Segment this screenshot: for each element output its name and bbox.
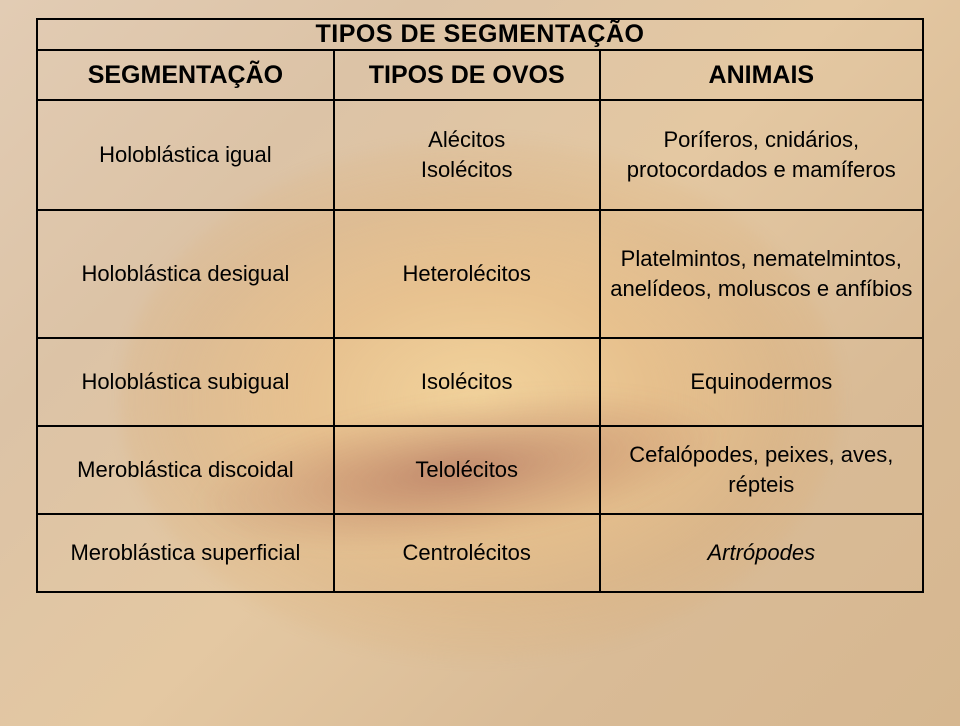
cell-ovos: Isolécitos: [334, 338, 600, 426]
cell-animais: Equinodermos: [600, 338, 923, 426]
table-row: Holoblástica subigual Isolécitos Equinod…: [37, 338, 923, 426]
cell-ovos: AlécitosIsolécitos: [334, 100, 600, 210]
table-row: Holoblástica desigual Heterolécitos Plat…: [37, 210, 923, 338]
cell-animais: Artrópodes: [600, 514, 923, 592]
cell-ovos: Centrolécitos: [334, 514, 600, 592]
cell-ovos: Heterolécitos: [334, 210, 600, 338]
cell-segmentacao: Holoblástica igual: [37, 100, 334, 210]
table-row: Meroblástica discoidal Telolécitos Cefal…: [37, 426, 923, 514]
segmentation-types-table: TIPOS DE SEGMENTAÇÃO SEGMENTAÇÃO TIPOS D…: [36, 18, 924, 593]
table-row: Meroblástica superficial Centrolécitos A…: [37, 514, 923, 592]
cell-animais: Cefalópodes, peixes, aves, répteis: [600, 426, 923, 514]
cell-ovos: Telolécitos: [334, 426, 600, 514]
header-segmentacao: SEGMENTAÇÃO: [37, 50, 334, 100]
table-title: TIPOS DE SEGMENTAÇÃO: [37, 19, 923, 50]
cell-segmentacao: Holoblástica subigual: [37, 338, 334, 426]
header-row: SEGMENTAÇÃO TIPOS DE OVOS ANIMAIS: [37, 50, 923, 100]
title-row: TIPOS DE SEGMENTAÇÃO: [37, 19, 923, 50]
table-row: Holoblástica igual AlécitosIsolécitos Po…: [37, 100, 923, 210]
cell-animais: Platelmintos, nematelmintos, anelídeos, …: [600, 210, 923, 338]
cell-animais: Poríferos, cnidários, protocordados e ma…: [600, 100, 923, 210]
cell-segmentacao: Meroblástica discoidal: [37, 426, 334, 514]
header-animais: ANIMAIS: [600, 50, 923, 100]
cell-segmentacao: Meroblástica superficial: [37, 514, 334, 592]
cell-segmentacao: Holoblástica desigual: [37, 210, 334, 338]
header-tipos-ovos: TIPOS DE OVOS: [334, 50, 600, 100]
